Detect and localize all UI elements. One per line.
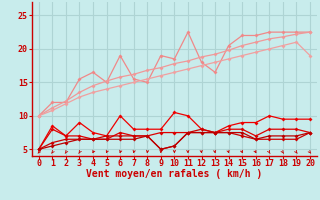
X-axis label: Vent moyen/en rafales ( km/h ): Vent moyen/en rafales ( km/h ) — [86, 169, 262, 179]
